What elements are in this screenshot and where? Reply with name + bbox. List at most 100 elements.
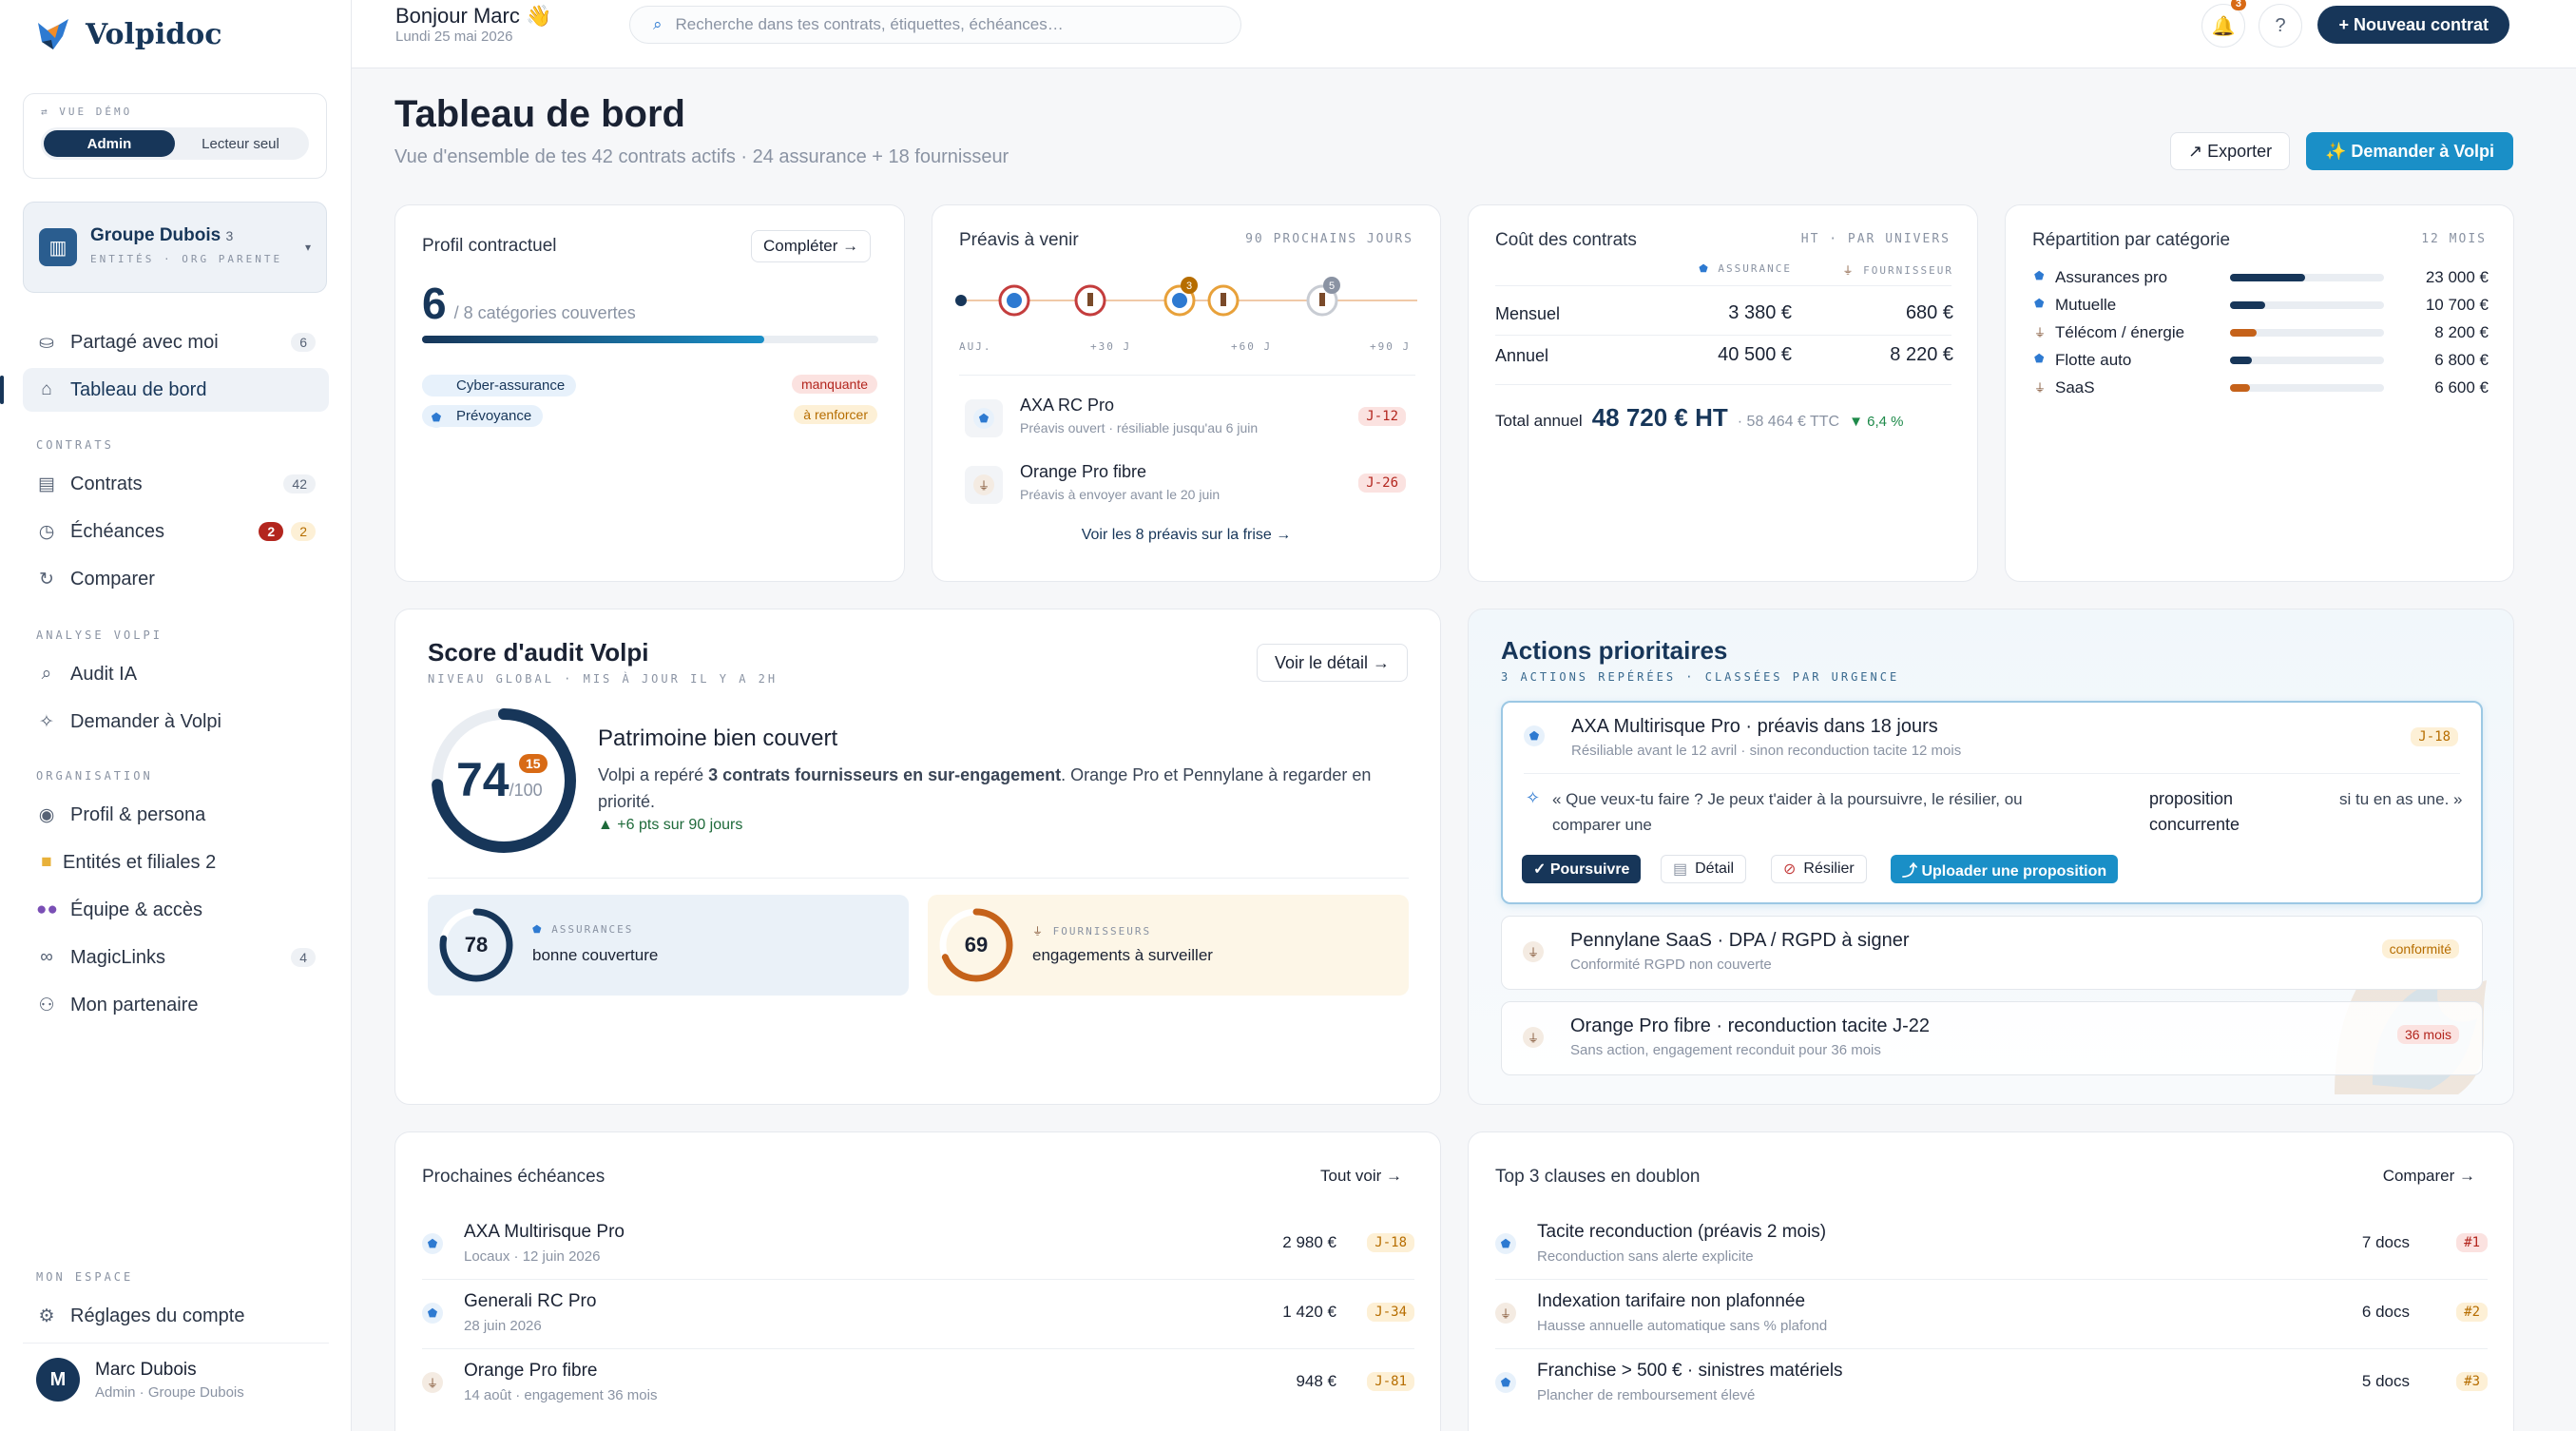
category-label: Cyber-assurance (422, 375, 577, 396)
priority-action-item[interactable]: ⏚ Pennylane SaaS · DPA / RGPD à signer C… (1501, 916, 2483, 990)
item-badge: J-18 (1367, 1233, 1414, 1252)
list-item[interactable]: ⬟ AXA Multirisque Pro Locaux · 12 juin 202… (422, 1220, 1414, 1281)
notice-timeline: 3 5 (955, 277, 1417, 317)
sidebar-item-settings[interactable]: ⚙ Réglages du compte (23, 1294, 329, 1338)
category-label: Télécom / énergie (2055, 323, 2185, 341)
link-icon: ∞ (40, 947, 53, 967)
nav-section-org: ORGANISATION (36, 769, 153, 783)
item-value: 1 420 € (1282, 1303, 1336, 1321)
fox-logo-icon (38, 19, 68, 49)
sidebar-item-label: Demander à Volpi (70, 710, 221, 732)
score-badge: 15 (519, 754, 548, 773)
upload-proposal-button[interactable]: ⤴ Uploader une proposition (1891, 855, 2119, 883)
item-badge: #1 (2456, 1233, 2488, 1252)
divider (959, 375, 1415, 376)
topbar: Bonjour Marc 👋 Lundi 25 mai 2026 ⌕ Recher… (352, 0, 2576, 68)
deadlines-soon-count: 2 (291, 522, 316, 541)
org-selector[interactable]: ▥ Groupe Dubois 3 ENTITÉS · ORG PARENTE … (23, 202, 327, 293)
timeline-marker: 5 (1306, 277, 1340, 317)
user-profile[interactable]: M Marc Dubois Admin · Groupe Dubois (36, 1358, 244, 1402)
item-badge: #3 (2456, 1372, 2488, 1391)
notice-item[interactable]: ⬟ AXA RC Pro Préavis ouvert · résiliable… (932, 390, 1440, 447)
item-title: Generali RC Pro (464, 1291, 597, 1311)
sidebar-item-shared[interactable]: ⛀ Partagé avec moi 6 (23, 320, 329, 364)
supplier-value: 680 € (1905, 302, 1953, 323)
list-item[interactable]: ⬟ Franchise > 500 € · sinistres matériels… (1495, 1359, 2488, 1420)
category-row[interactable]: ⬟ Mutuelle 10 700 € (2032, 294, 2489, 317)
cancel-label: Résilier (1803, 861, 1855, 877)
category-value: 23 000 € (2425, 268, 2489, 286)
see-all-deadlines-link[interactable]: Tout voir → (1320, 1167, 1402, 1185)
search-icon: ⌕ (41, 664, 52, 684)
audit-detail-button[interactable]: Voir le détail → (1256, 644, 1408, 682)
category-row[interactable]: ⏚ SaaS 6 600 € (2032, 377, 2489, 399)
sidebar-item-audit[interactable]: ⌕ Audit IA (23, 652, 329, 696)
item-value: 7 docs (2361, 1233, 2410, 1251)
compare-clauses-link[interactable]: Comparer → (2382, 1167, 2475, 1185)
item-sub: 14 août · engagement 36 mois (464, 1387, 658, 1403)
notifications-button[interactable]: 🔔 3 (2201, 0, 2246, 48)
category-value: 10 700 € (2425, 296, 2489, 314)
sidebar-item-label: Échéances (70, 520, 164, 542)
category-row[interactable]: ⬟ Flotte auto 6 800 € (2032, 349, 2489, 372)
see-all-notices-link[interactable]: Voir les 8 préavis sur la frise → (1081, 527, 1292, 543)
sidebar-item-partner[interactable]: ⚇ Mon partenaire (23, 983, 329, 1027)
divider (1495, 1348, 2488, 1349)
sidebar-item-entities[interactable]: ■ Entités et filiales 2 (23, 841, 329, 884)
shield-icon: ⬟ (422, 1233, 443, 1254)
category-bar (2230, 274, 2384, 281)
ask-volpi-button[interactable]: ✨ Demander à Volpi (2306, 132, 2513, 170)
detail-button[interactable]: ▤ Détail (1661, 855, 1747, 883)
shield-icon: ⬟ (1524, 725, 1545, 746)
item-sub: Hausse annuelle automatique sans % plafo… (1537, 1318, 1828, 1334)
sidebar-item-dashboard[interactable]: ⌂ Tableau de bord (23, 368, 329, 412)
sidebar-item-magiclinks[interactable]: ∞ MagicLinks 4 (23, 936, 329, 979)
supplier-score-panel[interactable]: 69 ⏚ FOURNISSEURS engagements à surveill… (928, 895, 1409, 996)
export-button[interactable]: ↗ Exporter (2170, 132, 2291, 170)
audit-text-c: . Orange Pro et Pennylane à regarder en … (598, 765, 1372, 811)
plug-icon: ⏚ (2034, 326, 2047, 339)
priority-action-main[interactable]: ⬟ AXA Multirisque Pro · préavis dans 18 … (1501, 701, 2483, 904)
notice-item[interactable]: ⏚ Orange Pro fibre Préavis à envoyer ava… (932, 456, 1440, 513)
sidebar-item-profile[interactable]: ◉ Profil & persona (23, 793, 329, 837)
list-item[interactable]: ⬟ Generali RC Pro 28 juin 2026 1 420 € J-34 (422, 1289, 1414, 1350)
continue-button[interactable]: ✓ Poursuivre (1522, 855, 1642, 883)
category-row[interactable]: ⏚ Télécom / énergie 8 200 € (2032, 321, 2489, 344)
axis-tick: +30 J (1090, 340, 1132, 353)
divider (422, 1279, 1414, 1280)
category-bar-fill (2230, 301, 2266, 309)
insurance-score-panel[interactable]: 78 ⬟ ASSURANCES bonne couverture (428, 895, 909, 996)
new-contract-button[interactable]: + Nouveau contrat (2317, 6, 2509, 44)
item-title: Indexation tarifaire non plafonnée (1537, 1291, 1806, 1311)
search-input[interactable]: ⌕ Recherche dans tes contrats, étiquettes… (629, 6, 1241, 44)
sidebar-item-compare[interactable]: ↻ Comparer (23, 557, 329, 601)
help-button[interactable]: ? (2259, 4, 2302, 48)
bell-icon: 🔔 (2211, 15, 2236, 37)
cancel-contract-button[interactable]: ⊘ Résilier (1771, 855, 1867, 883)
role-admin-option[interactable]: Admin (44, 130, 175, 157)
role-reader-option[interactable]: Lecteur seul (202, 135, 279, 152)
app-logo[interactable]: Volpidoc (34, 15, 222, 53)
sidebar-item-team[interactable]: ●● Équipe & accès (23, 888, 329, 932)
card-title: Actions prioritaires (1501, 636, 1728, 665)
sidebar-item-ask-volpi[interactable]: ✧ Demander à Volpi (23, 700, 329, 744)
sidebar-item-deadlines[interactable]: ◷ Échéances 2 2 (23, 510, 329, 553)
contract-sub: Préavis à envoyer avant le 20 juin (1020, 487, 1221, 502)
deadline-badge: J-12 (1358, 407, 1406, 426)
sidebar-item-contracts[interactable]: ▤ Contrats 42 (23, 462, 329, 506)
list-item[interactable]: Prévoyance ⬟ à renforcer (395, 405, 904, 430)
plug-icon: ⏚ (1495, 1303, 1516, 1324)
chevron-down-icon: ▾ (304, 241, 311, 254)
list-item[interactable]: ⬟ Tacite reconduction (préavis 2 mois) Rec… (1495, 1220, 2488, 1281)
search-icon: ⌕ (653, 15, 663, 33)
item-sub: Plancher de remboursement élevé (1537, 1387, 1756, 1403)
priority-action-item[interactable]: ⏚ Orange Pro fibre · reconduction tacite… (1501, 1001, 2483, 1075)
plug-icon: ⏚ (422, 1372, 443, 1393)
list-item[interactable]: ⏚ Orange Pro fibre 14 août · engagement 36… (422, 1359, 1414, 1420)
complete-profile-button[interactable]: Compléter → (751, 230, 872, 262)
shared-count: 6 (291, 333, 316, 352)
list-item[interactable]: ⏚ Indexation tarifaire non plafonnée Hauss… (1495, 1289, 2488, 1350)
category-row[interactable]: ⬟ Assurances pro 23 000 € (2032, 266, 2489, 289)
audit-text: Volpi a repéré 3 contrats fournisseurs e… (598, 762, 1406, 815)
